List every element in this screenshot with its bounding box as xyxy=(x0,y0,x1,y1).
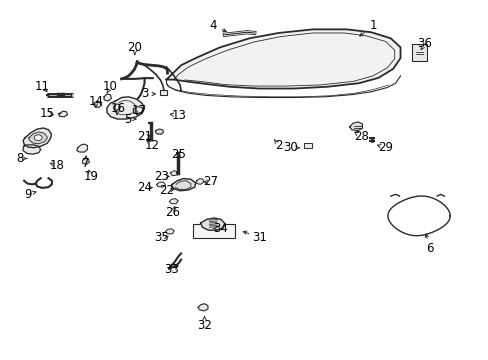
Polygon shape xyxy=(77,144,87,152)
Polygon shape xyxy=(196,179,203,184)
Polygon shape xyxy=(29,132,47,144)
Text: 22: 22 xyxy=(159,184,174,197)
Polygon shape xyxy=(104,94,111,101)
Text: 3: 3 xyxy=(141,87,148,100)
Text: 16: 16 xyxy=(110,102,125,115)
Polygon shape xyxy=(200,218,224,230)
Text: 33: 33 xyxy=(163,263,179,276)
Polygon shape xyxy=(107,97,144,119)
Text: 6: 6 xyxy=(425,242,433,255)
Polygon shape xyxy=(157,182,165,187)
Polygon shape xyxy=(23,128,51,148)
Text: 20: 20 xyxy=(127,41,142,54)
Text: 9: 9 xyxy=(24,188,31,201)
Text: 10: 10 xyxy=(103,80,118,93)
Text: 17: 17 xyxy=(132,104,147,117)
FancyBboxPatch shape xyxy=(411,44,427,60)
Text: 15: 15 xyxy=(40,107,54,120)
Text: 8: 8 xyxy=(17,152,24,165)
Polygon shape xyxy=(59,111,67,117)
Polygon shape xyxy=(94,101,102,108)
Text: 24: 24 xyxy=(137,181,152,194)
Text: 25: 25 xyxy=(171,148,186,161)
Text: 30: 30 xyxy=(283,141,298,154)
Text: 21: 21 xyxy=(137,130,152,144)
Text: 2: 2 xyxy=(274,139,282,152)
Text: 19: 19 xyxy=(83,170,98,183)
Polygon shape xyxy=(82,158,89,164)
Text: 7: 7 xyxy=(82,157,90,170)
Text: 36: 36 xyxy=(417,37,431,50)
Bar xyxy=(159,90,167,95)
Text: 35: 35 xyxy=(154,231,169,244)
Text: 18: 18 xyxy=(49,159,64,172)
Text: 31: 31 xyxy=(251,231,266,244)
Polygon shape xyxy=(170,171,178,176)
Text: 11: 11 xyxy=(35,80,50,93)
Polygon shape xyxy=(198,304,207,311)
Text: 13: 13 xyxy=(171,109,186,122)
Text: 26: 26 xyxy=(164,206,180,219)
Text: 29: 29 xyxy=(378,141,393,154)
Polygon shape xyxy=(165,229,174,234)
Text: 14: 14 xyxy=(88,95,103,108)
Text: 34: 34 xyxy=(212,222,227,235)
Polygon shape xyxy=(166,30,400,89)
Polygon shape xyxy=(169,199,178,204)
Polygon shape xyxy=(133,107,143,114)
Bar xyxy=(304,143,311,148)
Text: 12: 12 xyxy=(144,139,159,152)
Text: 28: 28 xyxy=(353,130,368,144)
Polygon shape xyxy=(114,104,120,111)
Polygon shape xyxy=(156,129,163,134)
Text: 4: 4 xyxy=(209,19,216,32)
FancyBboxPatch shape xyxy=(193,224,234,238)
Text: 1: 1 xyxy=(369,19,377,32)
Text: 23: 23 xyxy=(154,170,169,183)
Text: 32: 32 xyxy=(197,319,211,332)
Polygon shape xyxy=(171,179,195,191)
Text: 27: 27 xyxy=(203,175,218,188)
Circle shape xyxy=(34,135,42,140)
Polygon shape xyxy=(349,122,362,131)
Text: 5: 5 xyxy=(123,113,131,126)
Polygon shape xyxy=(23,145,41,154)
